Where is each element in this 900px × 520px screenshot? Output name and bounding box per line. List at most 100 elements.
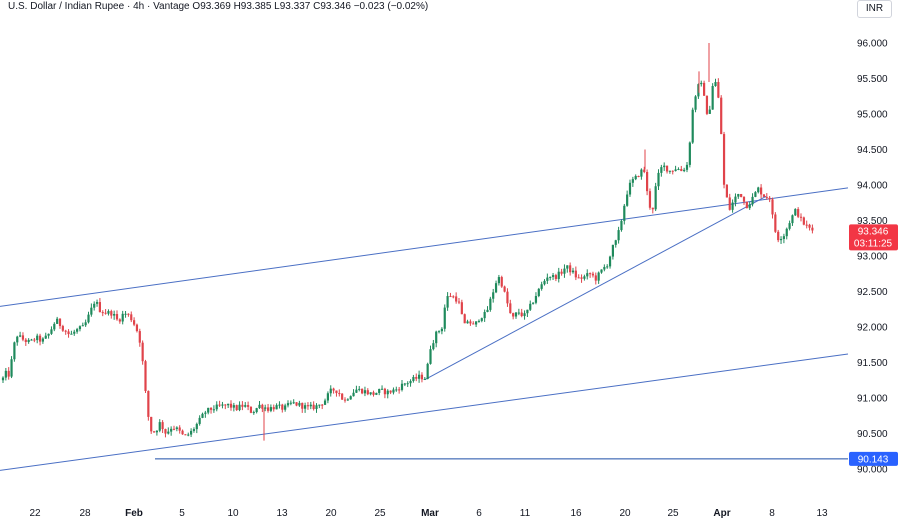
candle-body bbox=[50, 329, 53, 334]
time-axis[interactable]: 22 28 Feb 5 10 13 20 25 Mar 6 11 16 20 25 Apr 8 13 bbox=[29, 508, 828, 519]
candle-body bbox=[184, 434, 187, 436]
currency-button[interactable]: INR bbox=[857, 0, 892, 18]
candle-body bbox=[571, 270, 575, 273]
candle-body bbox=[569, 265, 572, 273]
trendline-upper-channel[interactable] bbox=[0, 187, 849, 307]
candle-body bbox=[386, 390, 389, 395]
legend-separator: · bbox=[126, 1, 131, 12]
candle-body bbox=[47, 333, 50, 336]
interval-label[interactable]: 4h bbox=[133, 1, 145, 12]
candle-body bbox=[717, 82, 720, 98]
trendline-lower-channel[interactable] bbox=[0, 353, 849, 471]
candle-body bbox=[289, 402, 292, 404]
candle-body bbox=[346, 399, 349, 401]
symbol-name[interactable]: U.S. Dollar / Indian Rupee bbox=[8, 1, 125, 12]
candle-body bbox=[742, 196, 746, 202]
candle-body bbox=[121, 313, 124, 322]
candle-body bbox=[668, 170, 671, 172]
candle-body bbox=[586, 273, 589, 277]
candle-body bbox=[170, 428, 173, 432]
candle-body bbox=[235, 405, 238, 411]
candle-body bbox=[711, 86, 714, 110]
low-value: 93.337 bbox=[279, 1, 311, 12]
candle-body bbox=[61, 326, 64, 331]
candle-body bbox=[101, 312, 104, 314]
candle-body bbox=[30, 339, 33, 341]
time-tick-label: 10 bbox=[227, 508, 239, 519]
candle-body bbox=[124, 313, 127, 315]
candle-body bbox=[685, 164, 689, 170]
candle-body bbox=[563, 268, 566, 274]
price-axis[interactable]: 96.000 95.500 95.000 94.500 94.000 93.500 93.0… bbox=[857, 39, 888, 476]
time-tick-label: 11 bbox=[520, 508, 531, 519]
candle-body bbox=[107, 311, 110, 314]
candle-body bbox=[343, 399, 347, 401]
price-tick-label: 94.000 bbox=[857, 181, 888, 192]
candle-body bbox=[640, 169, 643, 177]
candle-body bbox=[583, 276, 586, 279]
time-tick-label: 25 bbox=[667, 508, 679, 519]
candle-body bbox=[227, 403, 230, 406]
candle-body bbox=[115, 313, 119, 320]
candle-body bbox=[674, 169, 677, 172]
candle-body bbox=[771, 199, 774, 215]
candle-body bbox=[648, 191, 652, 208]
candle-body bbox=[272, 407, 275, 410]
candle-body bbox=[247, 405, 250, 407]
candle-body bbox=[275, 405, 278, 410]
candle-body bbox=[38, 335, 42, 342]
candle-body bbox=[286, 403, 290, 406]
current-price-tag bbox=[849, 224, 898, 251]
candle-body bbox=[549, 276, 552, 278]
candle-body bbox=[782, 236, 785, 240]
candle-body bbox=[361, 388, 364, 394]
candle-body bbox=[694, 96, 697, 110]
time-tick-label: 28 bbox=[79, 508, 91, 519]
candle-body bbox=[53, 323, 56, 330]
candle-body bbox=[603, 266, 606, 270]
candle-body bbox=[500, 277, 503, 287]
symbol-legend: U.S. Dollar / Indian Rupee · 4h · Vantag… bbox=[8, 0, 428, 14]
price-tick-label: 92.500 bbox=[857, 287, 888, 298]
trendline-rally-support[interactable] bbox=[424, 195, 767, 380]
candle-body bbox=[597, 272, 600, 281]
candle-body bbox=[380, 388, 384, 390]
candle-body bbox=[241, 404, 244, 407]
candle-body bbox=[580, 277, 583, 279]
candle-body bbox=[557, 271, 560, 279]
candle-body bbox=[523, 313, 526, 317]
candle-body bbox=[708, 109, 711, 114]
candle-body bbox=[480, 318, 483, 321]
candle-body bbox=[722, 134, 726, 185]
candle-body bbox=[104, 312, 107, 314]
candle-body bbox=[224, 404, 227, 406]
candle-body bbox=[429, 349, 432, 364]
candle-body bbox=[418, 374, 421, 379]
candle-body bbox=[252, 412, 255, 414]
candle-body bbox=[760, 187, 763, 195]
time-tick-label: 20 bbox=[619, 508, 631, 519]
candle-body bbox=[606, 266, 609, 268]
candle-body bbox=[740, 194, 743, 197]
candle-body bbox=[395, 389, 398, 391]
candle-body bbox=[415, 376, 418, 379]
candle-body bbox=[494, 283, 498, 293]
candle-body bbox=[13, 342, 16, 360]
candle-body bbox=[529, 303, 532, 310]
time-tick-label: 13 bbox=[816, 508, 828, 519]
candle-body bbox=[266, 407, 270, 411]
candle-body bbox=[646, 171, 649, 192]
candle-body bbox=[244, 405, 247, 407]
candle-body bbox=[64, 330, 67, 332]
candle-body bbox=[27, 339, 30, 343]
candle-body bbox=[215, 404, 218, 410]
candle-body bbox=[423, 379, 426, 381]
candle-body bbox=[400, 383, 404, 390]
candle-body bbox=[172, 428, 176, 430]
candle-body bbox=[620, 220, 623, 231]
candle-body bbox=[338, 393, 341, 395]
candle-body bbox=[358, 388, 361, 390]
candle-body bbox=[392, 389, 395, 393]
candle-body bbox=[181, 430, 184, 435]
